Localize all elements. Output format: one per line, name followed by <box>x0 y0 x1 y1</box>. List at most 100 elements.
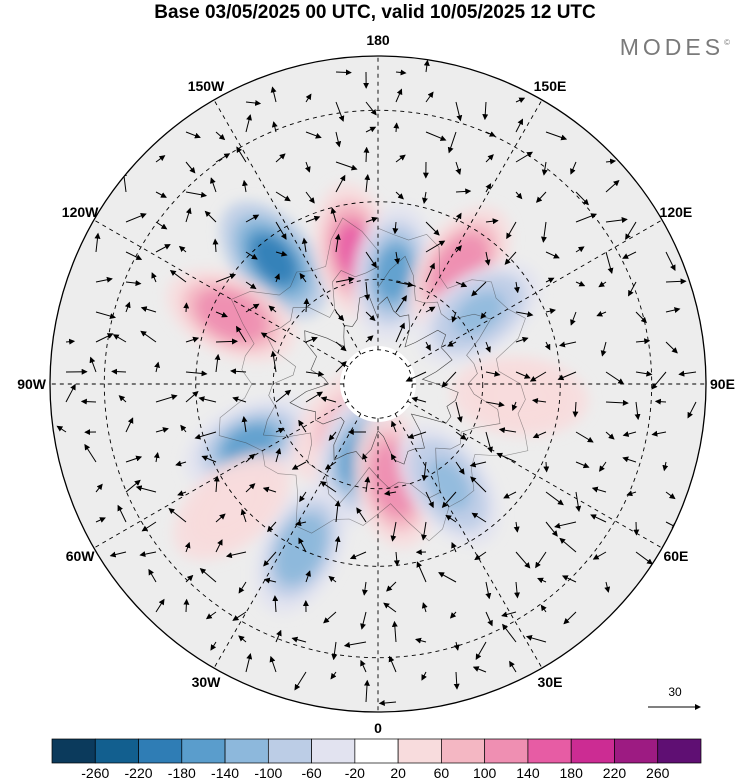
longitude-label: 150W <box>188 78 225 94</box>
wind-vector <box>305 93 312 103</box>
wind-vector <box>263 551 277 567</box>
wind-vector <box>268 305 277 313</box>
colorbar-tick-label: -20 <box>345 765 365 781</box>
wind-vector <box>545 521 558 537</box>
wind-vector <box>305 336 318 343</box>
wind-vector <box>356 507 367 523</box>
wind-vector <box>421 461 428 482</box>
wind-vector <box>405 371 427 382</box>
latitude-circle <box>195 201 561 567</box>
wind-vector <box>383 602 397 613</box>
wind-vector <box>155 221 168 230</box>
colorbar-tick-label: 60 <box>434 765 450 781</box>
wind-vector <box>485 431 493 453</box>
wind-vector <box>392 221 399 235</box>
wind-vector <box>441 371 457 388</box>
wind-vector <box>570 311 577 326</box>
wind-vector <box>498 427 517 434</box>
wind-vector <box>95 517 106 523</box>
wind-vector <box>89 356 97 373</box>
meridian-line <box>67 204 349 368</box>
wind-vector <box>335 101 345 122</box>
wind-vector <box>529 371 547 382</box>
colorbar-swatch <box>484 738 529 764</box>
wind-vector <box>303 298 310 313</box>
wind-vector <box>635 551 653 565</box>
wind-vector <box>635 370 653 377</box>
wind-vector <box>299 272 307 283</box>
wind-vector <box>349 551 367 560</box>
colorbar-tick-label: -100 <box>254 765 282 781</box>
wind-vector <box>151 272 157 283</box>
wind-vector <box>554 521 577 529</box>
wind-vector <box>651 371 667 390</box>
wind-vector <box>238 581 247 594</box>
wind-vector <box>455 401 463 423</box>
wind-vector <box>474 551 487 561</box>
wind-vector <box>335 174 346 193</box>
wind-vector <box>515 311 534 318</box>
wind-vector <box>335 161 358 171</box>
brand-text: MODES <box>619 34 725 60</box>
wind-vector <box>391 620 398 643</box>
wind-vector <box>269 655 277 673</box>
wind-vector <box>575 213 598 223</box>
longitude-label: 60E <box>663 548 688 564</box>
wind-vector <box>111 368 127 375</box>
wind-vector <box>665 307 681 313</box>
wind-vector <box>328 575 337 583</box>
wind-vector <box>455 101 463 122</box>
wind-vector <box>262 486 277 493</box>
wind-vector <box>305 370 325 377</box>
wind-vector <box>201 455 217 463</box>
meridian-line <box>394 73 558 355</box>
wind-vector <box>605 251 614 275</box>
wind-vector <box>185 131 201 139</box>
wind-vector <box>561 575 577 583</box>
longitude-label: 120E <box>660 204 693 220</box>
wind-vector <box>425 131 447 141</box>
wind-vector <box>511 401 518 412</box>
wind-vector <box>215 338 239 345</box>
wind-vector <box>515 151 533 163</box>
wind-vector <box>604 581 611 593</box>
wind-vector <box>425 491 434 509</box>
reference-vector-label: 30 <box>668 685 682 699</box>
colorbar-swatch <box>397 738 442 764</box>
wind-vector <box>365 126 377 133</box>
wind-vector <box>545 491 564 506</box>
wind-vector <box>386 581 397 592</box>
wind-vector <box>155 155 166 163</box>
wind-vector <box>245 483 256 493</box>
meridian-line <box>394 413 558 695</box>
wind-vector <box>545 308 556 315</box>
wind-vector <box>241 179 248 193</box>
wind-vector <box>545 277 555 284</box>
wind-vector <box>628 281 637 297</box>
wind-vector <box>365 335 374 343</box>
wind-vector <box>515 118 523 133</box>
wind-vector <box>447 131 457 154</box>
wind-vector <box>485 611 493 627</box>
wind-vector <box>515 191 523 200</box>
wind-vector <box>453 641 460 651</box>
wind-vector <box>531 397 547 404</box>
wind-vector <box>185 390 199 403</box>
wind-vector <box>275 447 282 463</box>
wind-vector <box>438 572 457 583</box>
colorbar-swatch <box>441 738 486 764</box>
wind-vector <box>124 301 131 313</box>
wind-vector <box>320 481 337 493</box>
longitude-label: 0 <box>374 720 382 736</box>
wind-vector <box>180 424 187 433</box>
wind-vector <box>275 389 292 403</box>
wind-vector <box>210 641 217 651</box>
wind-vector <box>212 238 219 253</box>
wind-vector <box>112 334 127 343</box>
colorbar-tick-label: -260 <box>81 765 109 781</box>
wind-vector <box>335 131 342 148</box>
wind-vector <box>194 431 217 440</box>
wind-vector <box>421 602 428 613</box>
wind-vector <box>605 180 620 193</box>
wind-vector <box>665 278 687 285</box>
